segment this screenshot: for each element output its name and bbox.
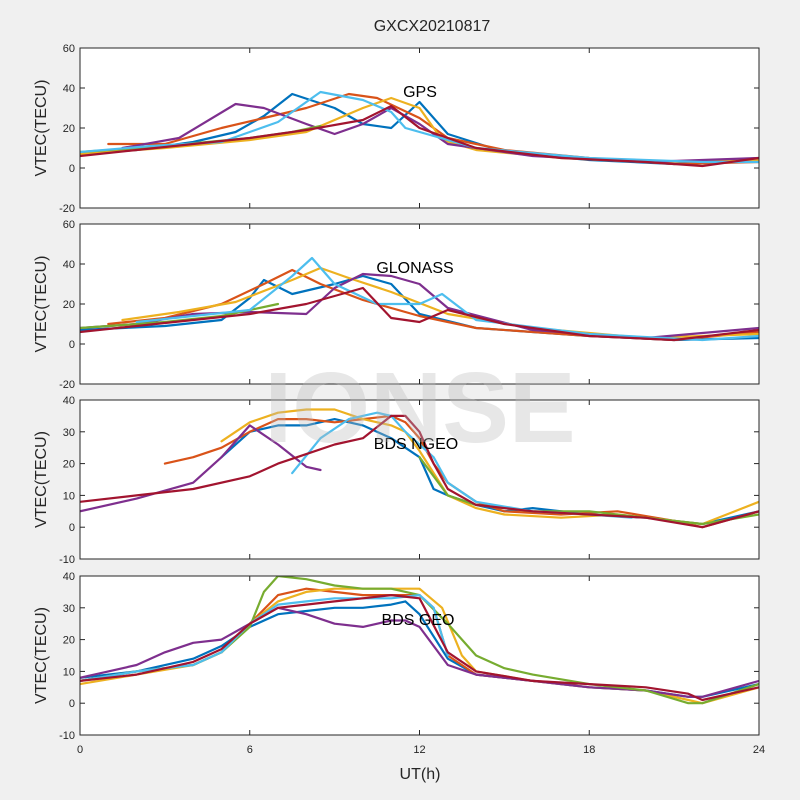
y-tick-label: 30 (63, 427, 75, 439)
y-tick-label: -20 (59, 379, 75, 391)
y-tick-label: 20 (63, 635, 75, 647)
y-tick-label: 40 (63, 571, 75, 583)
panel-3: -10 0 10 20 30 40 VTEC(TECU) BDS NGEO (33, 395, 760, 566)
panel-annotation: GLONASS (376, 260, 453, 277)
y-tick-label: -10 (59, 554, 75, 566)
y-tick-label: 40 (63, 395, 75, 407)
series-group (80, 256, 759, 342)
plot-area (80, 576, 759, 735)
y-axis-label: VTEC(TECU) (33, 607, 50, 704)
y-axis-label: VTEC(TECU) (33, 256, 50, 353)
x-tick-label: 6 (247, 744, 253, 756)
series-line (80, 606, 759, 698)
y-tick-label: 60 (63, 43, 75, 55)
y-tick-label: 40 (63, 83, 75, 95)
x-tick-label: 24 (753, 744, 765, 756)
y-tick-label: 0 (69, 163, 75, 175)
y-axis-label: VTEC(TECU) (33, 431, 50, 528)
y-tick-label: -20 (59, 203, 75, 215)
series-line (80, 414, 759, 529)
x-tick-label: 18 (583, 744, 595, 756)
watermark: IONSE (264, 352, 575, 464)
y-tick-label: 40 (63, 259, 75, 271)
y-tick-label: 30 (63, 603, 75, 615)
y-tick-label: 60 (63, 219, 75, 231)
plot-area (80, 400, 759, 559)
y-axis-label: VTEC(TECU) (33, 80, 50, 177)
y-tick-label: 0 (69, 339, 75, 351)
series-line (121, 102, 759, 164)
figure-title: GXCX20210817 (374, 18, 491, 35)
panel-annotation: BDS GEO (382, 612, 455, 629)
series-group (80, 576, 759, 705)
series-group (80, 408, 759, 529)
series-line (80, 272, 759, 340)
series-line (80, 286, 759, 342)
y-tick-label: -10 (59, 730, 75, 742)
y-tick-label: 0 (69, 522, 75, 534)
y-tick-label: 20 (63, 123, 75, 135)
y-tick-label: 20 (63, 459, 75, 471)
x-axis-label: UT(h) (400, 766, 441, 783)
x-tick-label: 12 (413, 744, 425, 756)
panel-1: -20 0 20 40 60 VTEC(TECU) GPS (33, 43, 760, 215)
y-tick-label: 0 (69, 698, 75, 710)
y-tick-label: 10 (63, 490, 75, 502)
series-line (80, 594, 759, 702)
panel-annotation: GPS (403, 84, 437, 101)
y-tick-label: 10 (63, 666, 75, 678)
series-line (80, 104, 759, 168)
series-group (80, 90, 759, 168)
series-line (80, 594, 449, 682)
panel-annotation: BDS NGEO (374, 436, 458, 453)
x-tick-label: 0 (77, 744, 83, 756)
panel-2: -20 0 20 40 60 VTEC(TECU) GLONASS (33, 219, 760, 391)
y-tick-label: 20 (63, 299, 75, 311)
